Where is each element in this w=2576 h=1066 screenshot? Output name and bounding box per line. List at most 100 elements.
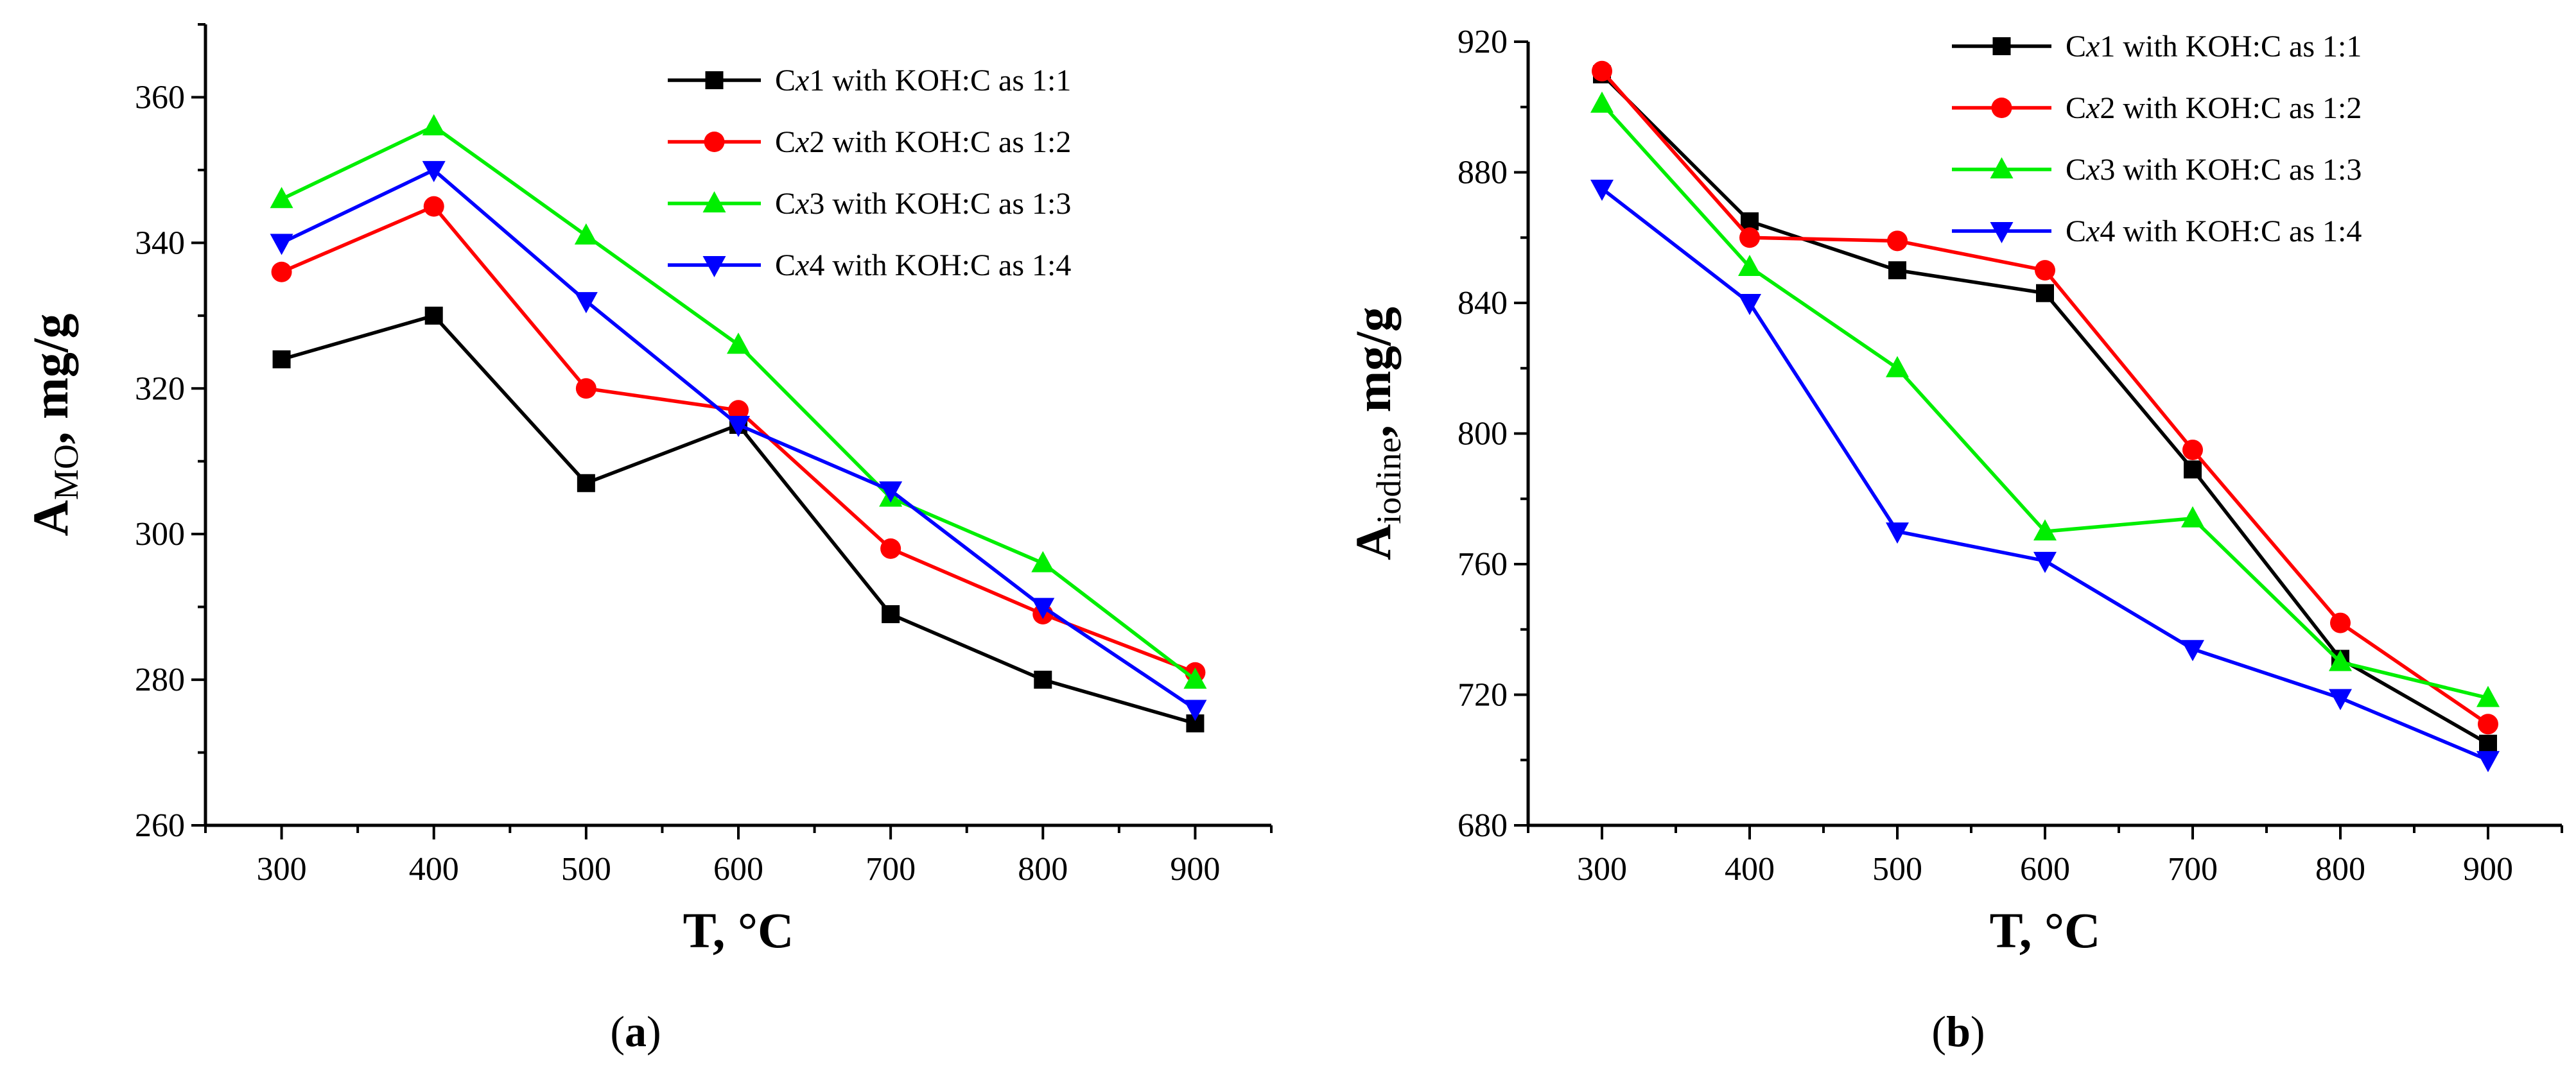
series-1-point	[2479, 734, 2497, 753]
series-1-point	[2184, 460, 2202, 479]
panel-label-close: )	[647, 1007, 661, 1056]
series-4-point	[2476, 751, 2500, 773]
x-tick-label: 900	[1170, 851, 1220, 888]
legend-label-italic: x	[2085, 214, 2100, 248]
y-tick-label: 340	[135, 225, 185, 261]
series-2-point	[1739, 227, 1760, 248]
legend-item-2: Cx2 with KOH:C as 1:2	[1952, 91, 2362, 125]
series-4-point	[1738, 294, 1761, 315]
series-2-point	[2035, 260, 2055, 281]
series-4-point	[1031, 597, 1055, 619]
series-4-point	[2033, 551, 2057, 573]
legend-label-prefix: C	[2066, 91, 2086, 125]
series-4-point	[1590, 179, 1614, 201]
series-2	[1592, 60, 2498, 735]
y-axis-title-unit: , mg/g	[22, 313, 78, 444]
y-tick-label: 680	[1458, 807, 1508, 844]
y-axis-title-main: A	[22, 500, 78, 536]
y-axis-title-subscript: MO	[47, 444, 85, 500]
legend-item-2: Cx2 with KOH:C as 1:2	[668, 125, 1071, 159]
series-1	[272, 306, 1205, 733]
panel-label-open: (	[610, 1007, 625, 1056]
x-tick-label: 500	[1872, 851, 1922, 888]
panel-label-letter: b	[1946, 1007, 1971, 1056]
x-tick-label: 600	[713, 851, 763, 888]
series-3-point	[1590, 91, 1614, 113]
series-3	[270, 114, 1207, 689]
legend-label-suffix: 3 with KOH:C as 1:3	[2100, 153, 2362, 187]
x-tick-label: 400	[409, 851, 459, 888]
x-axis-title: T, °C	[683, 902, 794, 958]
series-2-point	[575, 378, 596, 399]
legend-label: Cx1 with KOH:C as 1:1	[775, 64, 1071, 98]
series-1-point	[577, 474, 595, 492]
series-1-point	[1741, 212, 1759, 230]
legend-item-1: Cx1 with KOH:C as 1:1	[668, 64, 1071, 98]
series-4-point	[727, 416, 750, 437]
legend-label-suffix: 1 with KOH:C as 1:1	[2100, 30, 2362, 64]
series-3-point	[2476, 685, 2500, 707]
series-4	[270, 160, 1207, 721]
legend-label-prefix: C	[2066, 30, 2086, 64]
series-3-point	[2033, 519, 2057, 541]
series-2-point	[880, 538, 901, 559]
x-tick-label: 800	[1018, 851, 1068, 888]
legend-label-prefix: C	[2066, 214, 2086, 248]
series-4-point	[879, 481, 903, 503]
series-3-point	[1886, 356, 1909, 377]
legend-label-italic: x	[795, 248, 809, 282]
x-tick-label: 500	[561, 851, 611, 888]
chart-panel-a: 260 280 300 320 340 360 300 400 500 600 700 800 900 T…	[22, 23, 1273, 1056]
y-tick-label: 280	[135, 662, 185, 698]
series-4-point	[1183, 700, 1207, 721]
series-3-point	[1738, 255, 1761, 277]
series-1-point	[882, 605, 900, 623]
x-tick-label: 800	[2315, 851, 2365, 888]
x-tick-label: 900	[2463, 851, 2513, 888]
series-2-point	[271, 261, 292, 282]
legend-label: Cx4 with KOH:C as 1:4	[2066, 214, 2362, 248]
y-tick-label: 760	[1458, 546, 1508, 583]
series-1-point	[1034, 671, 1052, 689]
series-2-point	[2330, 612, 2351, 633]
legend-label-suffix: 1 with KOH:C as 1:1	[809, 64, 1071, 98]
series-4-point	[574, 292, 598, 314]
legend-label-italic: x	[795, 187, 809, 221]
legend-marker	[1992, 37, 2011, 55]
legend-marker	[704, 132, 725, 152]
series-3-point	[2181, 506, 2204, 528]
legend-label-italic: x	[795, 64, 809, 98]
series-3-point	[727, 332, 750, 354]
series-4-point	[270, 234, 293, 255]
panel-label: (b)	[1931, 1007, 1985, 1056]
y-tick-label: 920	[1458, 24, 1508, 60]
x-axis-title: T, °C	[1990, 902, 2101, 958]
legend-item-3: Cx3 with KOH:C as 1:3	[1952, 153, 2362, 187]
legend-marker	[1990, 222, 2014, 243]
legend-label-prefix: C	[775, 64, 796, 98]
y-axis-title: AMO, mg/g	[22, 313, 85, 536]
legend-label-suffix: 4 with KOH:C as 1:4	[809, 248, 1071, 282]
series-4	[1590, 179, 2500, 773]
legend-label-italic: x	[2085, 30, 2100, 64]
x-tick-label: 300	[257, 851, 307, 888]
legend-label: Cx1 with KOH:C as 1:1	[2066, 30, 2362, 64]
legend-item-4: Cx4 with KOH:C as 1:4	[1952, 214, 2362, 248]
x-tick-label: 700	[866, 851, 916, 888]
legend-label-suffix: 2 with KOH:C as 1:2	[2100, 91, 2362, 125]
legend-item-1: Cx1 with KOH:C as 1:1	[1952, 30, 2362, 64]
y-tick-label: 300	[135, 516, 185, 553]
series-3-line	[1600, 102, 2489, 700]
legend-label: Cx4 with KOH:C as 1:4	[775, 248, 1071, 282]
panel-label-letter: a	[625, 1007, 647, 1056]
series-1-point	[424, 306, 443, 325]
series-3-point	[1031, 551, 1055, 572]
y-axis-title-unit: , mg/g	[1345, 307, 1401, 438]
series-2-point	[1592, 60, 1612, 82]
x-tick-label: 300	[1577, 851, 1627, 888]
y-tick-label: 360	[135, 79, 185, 116]
legend-label-prefix: C	[2066, 153, 2086, 187]
y-axis-title: Aiodine, mg/g	[1345, 307, 1408, 560]
